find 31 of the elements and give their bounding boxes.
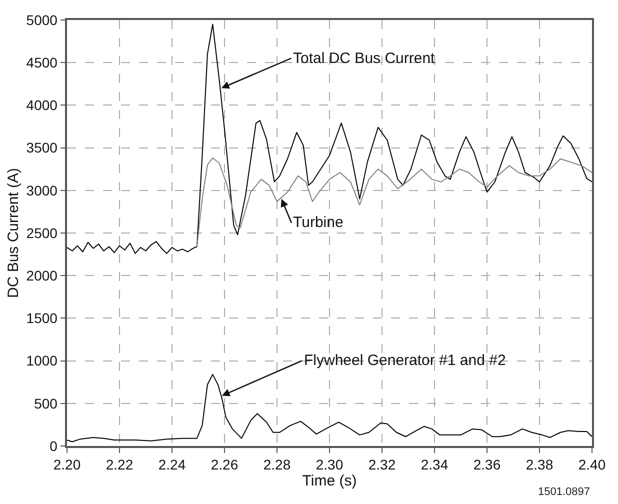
x-tick-label: 2.24	[158, 456, 186, 473]
x-tick-label: 2.36	[473, 456, 501, 473]
y-tick-label: 2000	[26, 268, 58, 284]
y-tick-label: 1000	[26, 352, 58, 369]
y-tick-label: 5000	[26, 12, 58, 28]
y-tick-label: 1500	[26, 310, 58, 326]
x-tick-label: 2.38	[526, 456, 554, 473]
line-series	[67, 374, 592, 442]
x-tick-label: 2.32	[368, 456, 396, 473]
x-tick-label: 2.40	[578, 456, 606, 473]
y-axis-title: DC Bus Current (A)	[5, 168, 22, 298]
y-tick-label: 3500	[26, 140, 58, 156]
y-tick-label: 4000	[26, 97, 58, 114]
y-tick-label: 500	[34, 395, 58, 412]
line-series	[196, 158, 592, 248]
y-tick-label: 0	[50, 438, 58, 454]
y-tick-label: 2500	[26, 224, 58, 241]
x-axis-title: Time (s)	[302, 472, 357, 490]
x-tick-label: 2.20	[53, 456, 81, 473]
annotation: Flywheel Generator #1 and #2	[304, 352, 506, 369]
y-tick-label: 4500	[26, 54, 58, 70]
line-series	[67, 24, 592, 254]
x-tick-label: 2.28	[263, 456, 291, 473]
x-tick-label: 2.22	[106, 456, 134, 473]
x-tick-label: 2.30	[316, 456, 344, 473]
annotation: Total DC Bus Current	[293, 50, 436, 67]
y-tick-label: 3000	[26, 182, 58, 198]
x-tick-label: 2.34	[420, 456, 448, 473]
text: 1501.0897	[538, 486, 590, 498]
annotation: Turbine	[293, 214, 344, 231]
x-tick-label: 2.26	[210, 456, 238, 473]
